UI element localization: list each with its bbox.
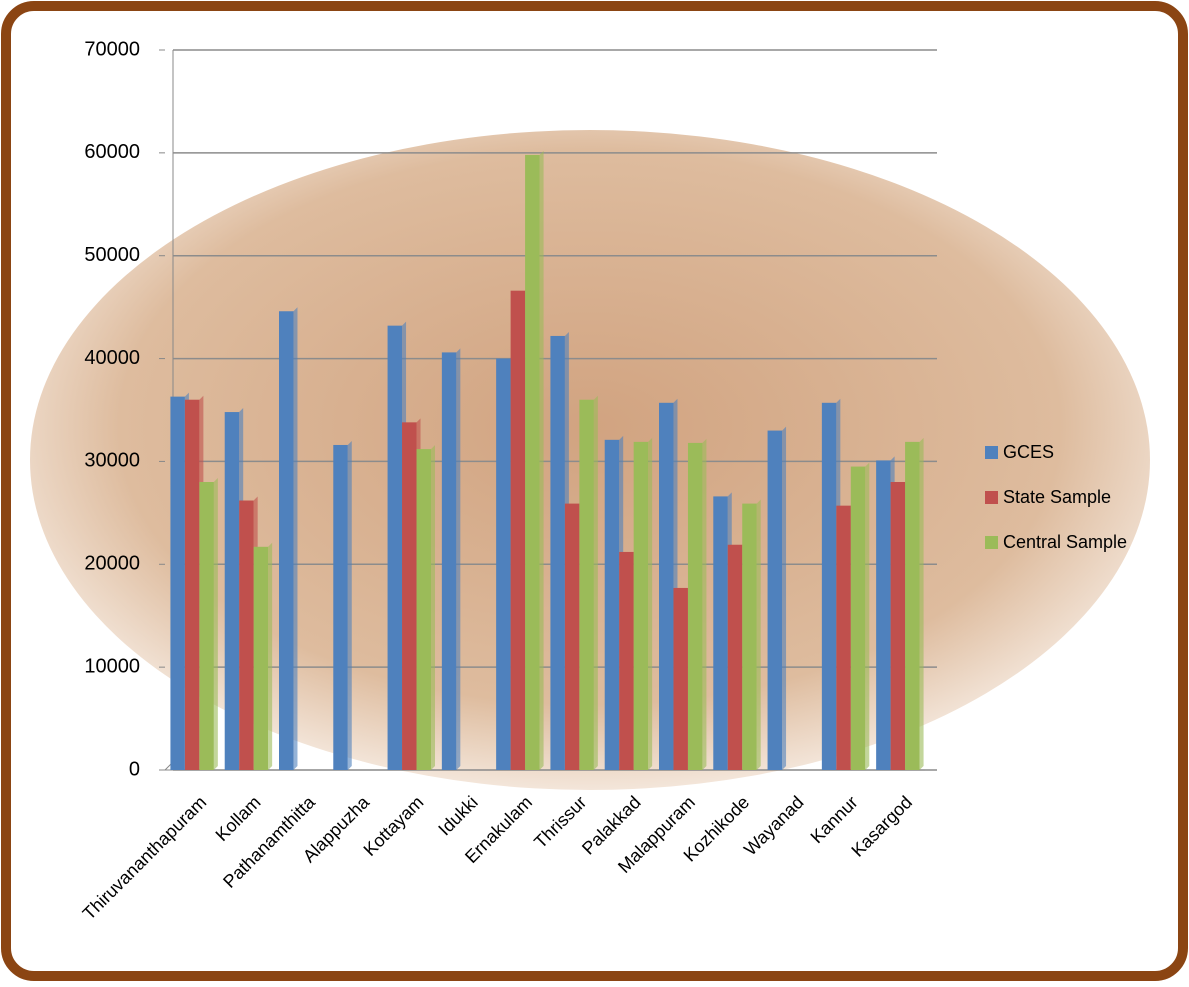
- bar: [333, 444, 348, 770]
- legend-label: State Sample: [1003, 487, 1111, 507]
- legend-swatch: [985, 446, 998, 459]
- bar: [199, 482, 214, 770]
- y-tick-label: 70000: [84, 38, 140, 60]
- bar-side: [293, 307, 298, 770]
- legend-swatch: [985, 536, 998, 549]
- bar: [836, 505, 851, 770]
- bar: [713, 496, 728, 770]
- bar-side: [213, 478, 218, 770]
- bar: [510, 290, 526, 770]
- y-tick-label: 20000: [84, 553, 140, 575]
- bar: [876, 460, 891, 770]
- bar: [604, 439, 620, 770]
- bar: [905, 441, 920, 770]
- bar: [673, 587, 688, 770]
- bar-side: [702, 438, 707, 770]
- bar: [767, 430, 783, 770]
- bar: [742, 503, 757, 770]
- bar-side: [593, 395, 598, 770]
- bar-side: [865, 462, 870, 770]
- legend-label: GCES: [1003, 442, 1054, 462]
- bar: [633, 441, 649, 770]
- y-tick-label: 60000: [84, 141, 140, 163]
- bar-side: [456, 348, 461, 770]
- bar-side: [782, 426, 787, 770]
- y-tick-label: 50000: [84, 244, 140, 266]
- bar: [441, 352, 457, 770]
- bar: [525, 154, 540, 770]
- bar: [170, 396, 185, 770]
- bar: [727, 544, 743, 770]
- bar: [550, 335, 565, 770]
- legend-swatch: [985, 491, 998, 504]
- bar: [564, 503, 580, 770]
- y-tick-label: 30000: [84, 450, 140, 472]
- bar: [416, 449, 431, 770]
- bar-side: [756, 499, 761, 770]
- y-tick-label: 10000: [84, 655, 140, 677]
- bar: [659, 402, 674, 770]
- bar: [890, 482, 906, 770]
- bar: [402, 422, 417, 770]
- bar: [224, 412, 240, 770]
- bar: [387, 325, 403, 770]
- bar: [184, 399, 200, 770]
- y-tick-label: 40000: [84, 347, 140, 369]
- legend-label: Central Sample: [1003, 532, 1127, 552]
- bar-side: [268, 542, 273, 770]
- bar-side: [648, 437, 653, 770]
- bar-side: [347, 440, 352, 770]
- bar: [239, 500, 254, 770]
- bar: [850, 466, 866, 770]
- bar: [687, 442, 703, 770]
- bar: [579, 399, 594, 770]
- bar: [496, 358, 511, 770]
- bar-side: [919, 437, 924, 770]
- bar-side: [539, 150, 544, 770]
- y-tick-label: 0: [129, 758, 140, 780]
- bar: [253, 546, 269, 770]
- bar: [821, 402, 837, 770]
- bar: [619, 551, 634, 770]
- legend: GCES State Sample Central Sample: [985, 442, 1127, 552]
- bar: [279, 311, 294, 770]
- bar-side: [431, 445, 435, 770]
